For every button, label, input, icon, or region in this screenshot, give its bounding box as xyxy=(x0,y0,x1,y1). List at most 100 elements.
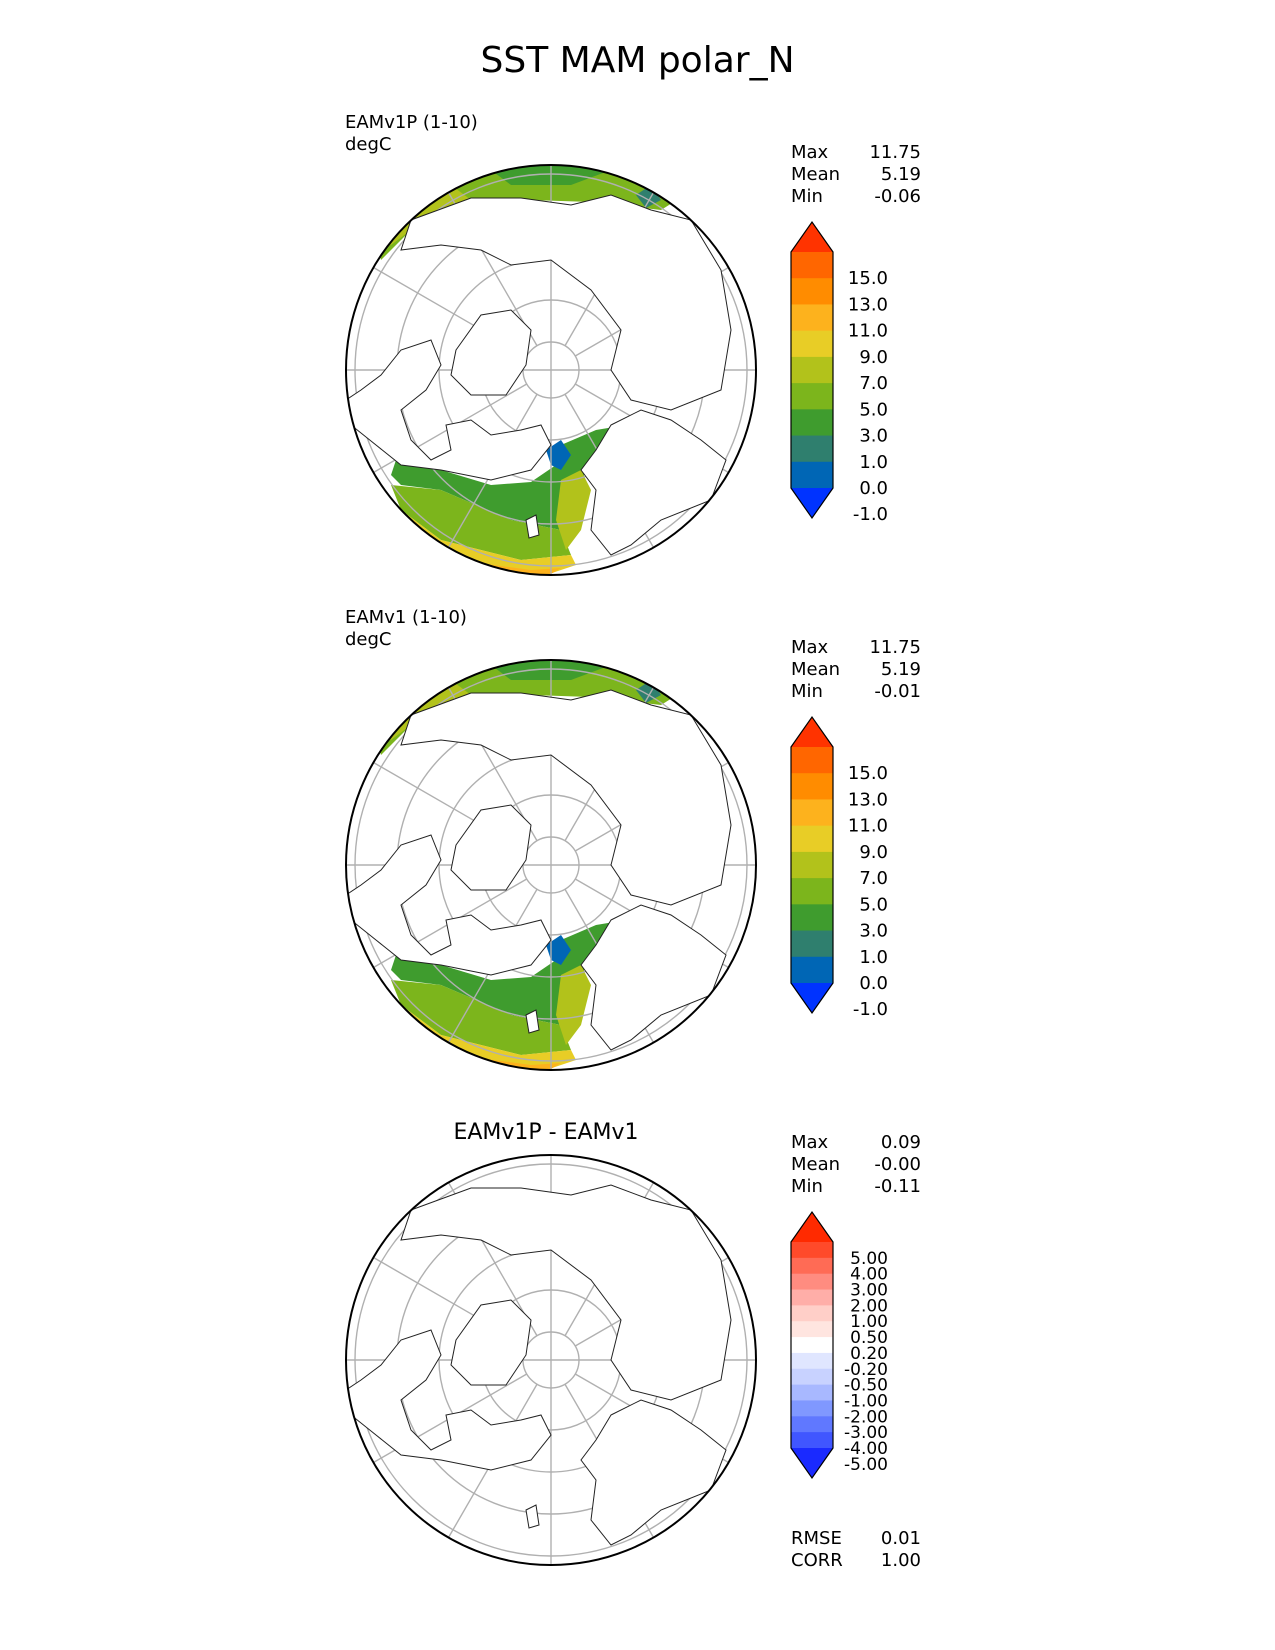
coastline xyxy=(580,409,727,556)
colorbar-tick-label: 9.0 xyxy=(859,347,888,368)
colorbar-extend-max xyxy=(791,222,833,252)
colorbar-tick-label: -5.00 xyxy=(844,1455,888,1475)
colorbar-segment xyxy=(791,356,833,384)
colorbar-segment xyxy=(791,1305,833,1322)
panel3-stat-max: Max 0.09 xyxy=(791,1132,921,1154)
stat-value: -0.01 xyxy=(874,681,921,702)
colorbar-segment xyxy=(791,825,833,853)
panel1-stat-max: Max 11.75 xyxy=(791,142,921,164)
colorbar-segment xyxy=(791,252,833,279)
colorbar-segment xyxy=(791,1352,833,1370)
panel1-name: EAMv1P (1-10) xyxy=(345,112,478,133)
colorbar-tick-label: 7.0 xyxy=(859,868,888,889)
colorbar-tick-label: 5.00 xyxy=(850,1249,888,1269)
panel3-metric-rmse: RMSE 0.01 xyxy=(791,1528,921,1550)
colorbar-tick-label: -3.00 xyxy=(844,1423,888,1443)
colorbar-segment xyxy=(791,904,833,932)
sst-field xyxy=(546,440,571,470)
map-boundary xyxy=(345,164,757,576)
colorbar-segment xyxy=(791,930,833,958)
stat-label: Max xyxy=(791,1132,829,1153)
colorbar-segment xyxy=(791,851,833,879)
panel1-units: degC xyxy=(345,134,392,155)
colorbar-segment xyxy=(791,383,833,410)
colorbar-tick-label: 4.00 xyxy=(850,1265,888,1285)
sst-field xyxy=(346,720,381,755)
colorbar-tick-label: -1.0 xyxy=(853,504,888,525)
stat-label: Mean xyxy=(791,1154,841,1175)
map-content xyxy=(346,660,756,1070)
panel1-stat-mean: Mean 5.19 xyxy=(791,164,921,186)
colorbar-segment xyxy=(791,747,833,774)
colorbar-segment xyxy=(791,1289,833,1306)
colorbar-tick-label: 5.0 xyxy=(859,894,888,915)
colorbar-segment xyxy=(791,1242,833,1259)
colorbar-tick-label: -4.00 xyxy=(844,1439,888,1459)
coastline xyxy=(346,1329,552,1471)
colorbar-outline xyxy=(790,220,834,520)
panel3-title: EAMv1P - EAMv1 xyxy=(453,1120,639,1145)
colorbar-tick-label: 1.00 xyxy=(850,1312,888,1332)
colorbar-tick-label: 3.00 xyxy=(850,1281,888,1301)
panel2-stat-min: Min -0.01 xyxy=(791,681,921,703)
coastline xyxy=(450,1299,532,1386)
stat-label: Min xyxy=(791,681,823,702)
colorbar-outline xyxy=(790,715,834,1015)
colorbar-tick-label: 0.50 xyxy=(850,1328,888,1348)
stat-value: 11.75 xyxy=(869,142,921,163)
colorbar-segment xyxy=(791,1432,833,1449)
sst-field xyxy=(346,225,381,260)
metric-value: 1.00 xyxy=(880,1550,921,1571)
colorbar-segment xyxy=(791,1321,833,1338)
panel2-name: EAMv1 (1-10) xyxy=(345,607,467,628)
colorbar-tick-label: 15.0 xyxy=(848,268,888,289)
stat-label: Max xyxy=(791,142,829,163)
coastline xyxy=(400,194,732,411)
colorbar-segment xyxy=(791,773,833,800)
colorbar-tick-label: 5.0 xyxy=(859,399,888,420)
map-boundary xyxy=(345,659,757,1071)
panel2-stat-mean: Mean 5.19 xyxy=(791,659,921,681)
stat-label: Mean xyxy=(791,659,841,680)
polar-map-panel3 xyxy=(345,1154,757,1566)
colorbar-segment xyxy=(791,461,833,489)
colorbar-panel2: 15.0 13.0 11.0 9.0 7.0 5.0 3.0 1.0 0.0 -1.0 xyxy=(790,715,888,1020)
colorbar-tick-label: 9.0 xyxy=(859,842,888,863)
stat-label: Min xyxy=(791,186,823,207)
panel3-stat-min: Min -0.11 xyxy=(791,1176,921,1198)
colorbar-tick-label: 13.0 xyxy=(848,789,888,810)
colorbar-tick-label: 3.0 xyxy=(859,426,888,447)
stat-value: 11.75 xyxy=(869,637,921,658)
colorbar-segment xyxy=(791,1273,833,1291)
colorbar-tick-label: 0.0 xyxy=(859,973,888,994)
stat-value: -0.06 xyxy=(874,186,921,207)
colorbar-tick-label: 2.00 xyxy=(850,1296,888,1316)
colorbar-segment xyxy=(791,1400,833,1417)
coastline xyxy=(525,1009,540,1034)
metric-label: RMSE xyxy=(791,1528,842,1549)
map-boundary xyxy=(345,1154,757,1566)
sst-field xyxy=(556,470,591,550)
colorbar-tick-label: 11.0 xyxy=(848,321,888,342)
colorbar-segment xyxy=(791,409,833,437)
sst-field xyxy=(391,485,571,560)
colorbar-segment xyxy=(791,878,833,905)
panel2-stat-max: Max 11.75 xyxy=(791,637,921,659)
colorbar-tick-label: -1.0 xyxy=(853,999,888,1020)
polar-map-panel1 xyxy=(345,164,757,576)
coastline xyxy=(525,514,540,539)
stat-value: 5.19 xyxy=(880,164,921,185)
stat-value: -0.11 xyxy=(874,1176,921,1197)
colorbar-tick-label: 1.0 xyxy=(859,947,888,968)
figure-title: SST MAM polar_N xyxy=(480,40,795,81)
coastline xyxy=(580,1399,727,1546)
coastline xyxy=(346,339,552,481)
colorbar-segment xyxy=(791,330,833,358)
colorbar-extend-max xyxy=(791,717,833,747)
coastline xyxy=(580,904,727,1051)
colorbar-tick-label: -0.20 xyxy=(844,1360,888,1380)
coastline xyxy=(400,689,732,906)
colorbar-tick-label: -2.00 xyxy=(844,1407,888,1427)
stat-value: -0.00 xyxy=(874,1154,921,1175)
